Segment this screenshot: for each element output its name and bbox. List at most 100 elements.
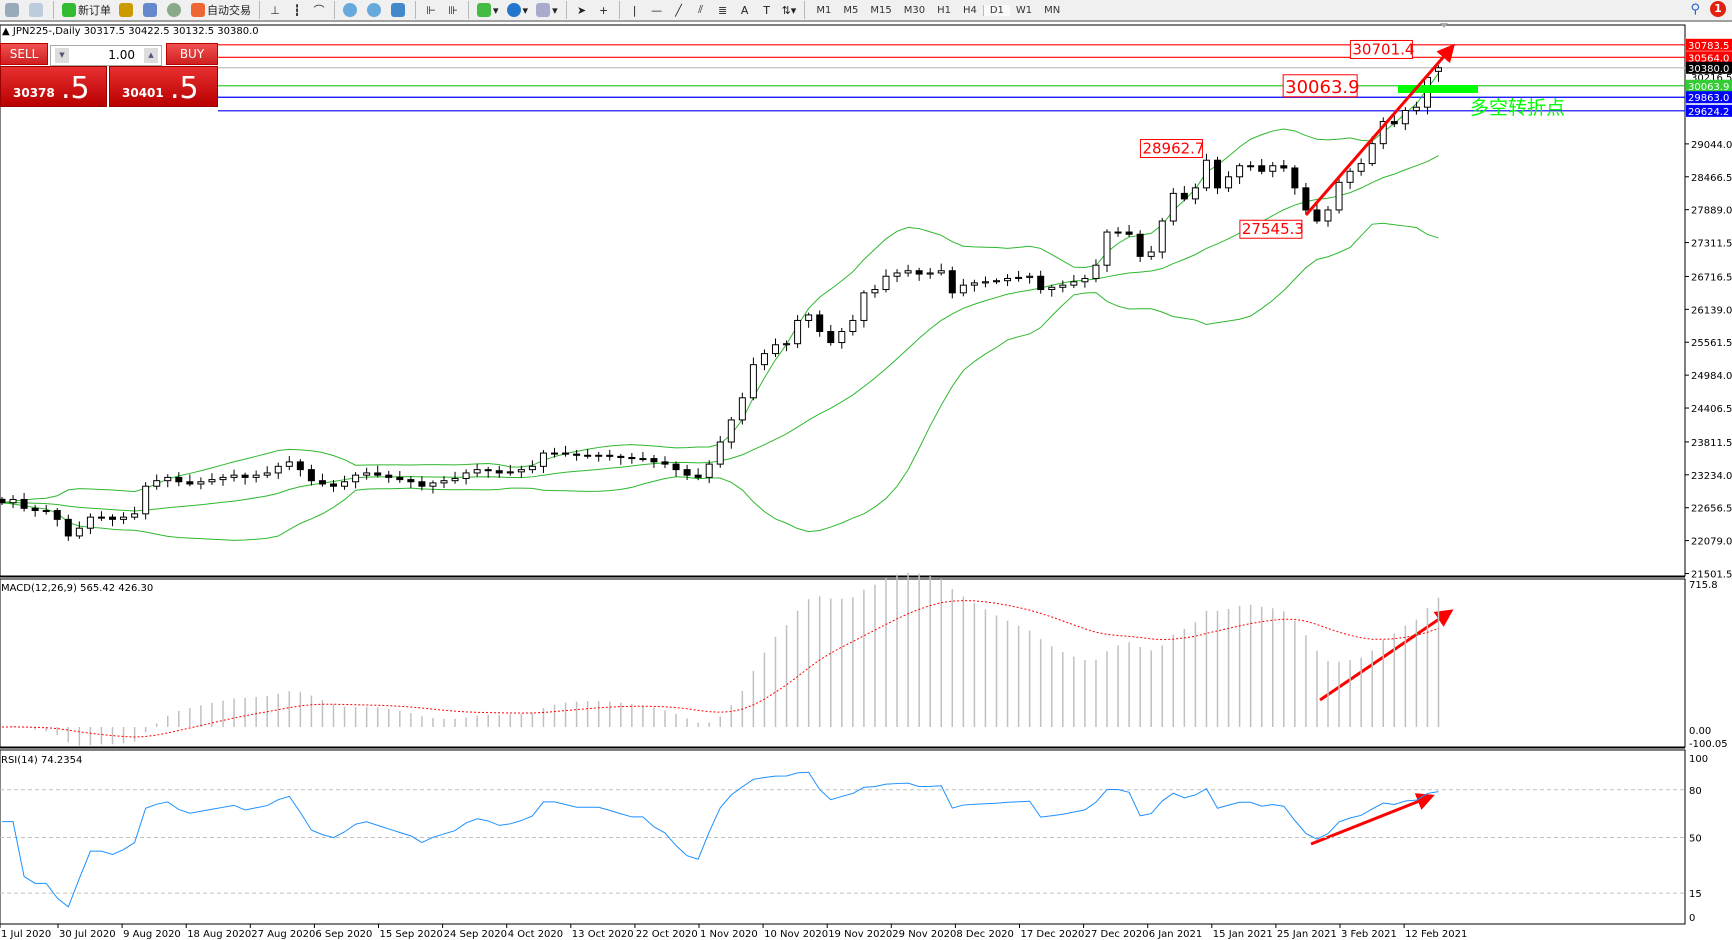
candle-body [42,510,50,513]
timeframe-m5[interactable]: M5 [843,4,859,16]
candle-body [1037,275,1045,291]
trendline-tool[interactable]: ╱ [675,3,682,17]
horizontal-line-tool[interactable]: — [651,3,663,17]
candle-body [959,284,967,294]
toolbar: 新订单 自动交易 ⊥ ┇ ⌒ ⊩ ⊪ ▾ ▾ ▾ ➤ + | — ╱ ⫽ ≣ A… [0,0,1732,22]
candle-body [948,270,956,294]
price-tick-label: 24984.0 [1691,371,1732,382]
candle [1423,74,1431,115]
lot-decrease-button[interactable]: ▼ [55,48,69,63]
rsi-axis-label: 0 [1689,913,1695,924]
candle-body [164,476,172,482]
buy-button[interactable]: BUY [166,43,218,65]
candle [948,266,956,299]
timeframe-m1[interactable]: M1 [816,4,832,16]
candle-body [506,471,514,474]
candle-body [517,469,525,473]
candle-body [1225,176,1233,189]
candlestick-button[interactable]: ┇ [293,3,301,17]
crosshair-tool[interactable]: + [598,3,609,17]
metaeditor-button[interactable] [116,1,138,19]
text-tool[interactable]: A [740,3,749,17]
fibonacci-tool[interactable]: ≣ [717,3,728,17]
timeframe-m15[interactable]: M15 [870,4,892,16]
timeframe-h1[interactable]: H1 [937,4,951,16]
channel-tool[interactable]: ⫽ [698,3,704,16]
cursor-tool[interactable]: ➤ [576,3,587,17]
new-chart-button[interactable] [2,1,24,19]
price-label-bg [1686,104,1732,117]
zoom-in-button[interactable] [340,1,362,19]
arrows-tool[interactable]: ⇅▾ [781,3,797,17]
line-chart-button[interactable]: ⌒ [313,4,325,17]
bar-chart-button[interactable]: ⊥ [270,3,280,17]
annotation-text: 28962.7 [1142,140,1204,158]
periods-button[interactable]: ▾ [504,1,532,19]
date-label: 12 Feb 2021 [1405,929,1467,940]
candle [981,276,989,288]
candle [517,465,525,478]
timeframe-w1[interactable]: W1 [1015,4,1033,16]
candle [1412,101,1420,115]
candle-body [241,474,249,478]
history-button[interactable] [140,1,162,19]
candle-body [142,485,150,515]
candle [186,474,194,487]
candle-body [628,457,636,460]
candle [1191,183,1199,205]
candle [131,506,139,520]
candle [252,470,260,483]
chart-shift-button[interactable]: ⊪ [448,3,458,17]
timeframe-d1[interactable]: D1 [982,4,1010,16]
candle-body [440,480,448,484]
candle [42,504,50,515]
zoom-chart-button[interactable] [26,1,48,19]
candle [838,327,846,349]
candle-body [1092,264,1100,279]
new-order-button[interactable]: 新订单 [59,1,114,19]
candle-body [606,454,614,457]
auto-trading-button[interactable]: 自动交易 [188,1,254,19]
candle [1081,274,1089,288]
candle-body [915,270,923,275]
price-annotation: 30701.4 [1349,39,1414,59]
sell-button[interactable]: SELL [0,43,48,65]
candle [849,314,857,336]
vertical-line-tool[interactable]: | [632,3,637,17]
candle-body [1169,192,1177,222]
sell-price-button[interactable]: 30378 .5 [0,66,107,107]
candle-body [20,498,28,509]
tile-windows-button[interactable] [388,1,410,19]
candle [330,480,337,492]
auto-scroll-button[interactable]: ⊩ [426,3,436,17]
candle [1225,171,1233,193]
candle-body [694,474,702,478]
search-icon[interactable]: ⚲ [1690,1,1700,17]
text-label-tool[interactable]: T [763,3,770,17]
timeframe-h4[interactable]: H4 [962,4,977,16]
annotation-text: 30063.9 [1285,77,1359,98]
lot-size-input[interactable]: 1.00 [50,45,162,66]
timeframe-mn[interactable]: MN [1044,4,1061,16]
indicators-button[interactable]: ▾ [474,1,502,19]
candle [1291,165,1299,195]
price-trend-arrow [1304,43,1455,216]
price-tick-label: 22656.5 [1691,504,1732,515]
lot-increase-button[interactable]: ▲ [144,48,158,63]
notification-badge[interactable]: 1 [1710,1,1726,17]
buy-price-button[interactable]: 30401 .5 [109,66,218,107]
candle [1435,65,1442,82]
candle [407,476,415,489]
candle [628,453,636,464]
price-label-tag: 30063.9 [1686,79,1732,93]
candle [1037,270,1045,294]
terminal-icon [143,3,157,17]
templates-button[interactable]: ▾ [533,1,561,19]
candle [396,471,404,483]
signals-button[interactable] [164,1,186,19]
date-label: 22 Oct 2020 [636,929,698,940]
zoom-out-button[interactable] [364,1,386,19]
candle-body [970,282,978,286]
timeframe-m30[interactable]: M30 [903,4,926,16]
